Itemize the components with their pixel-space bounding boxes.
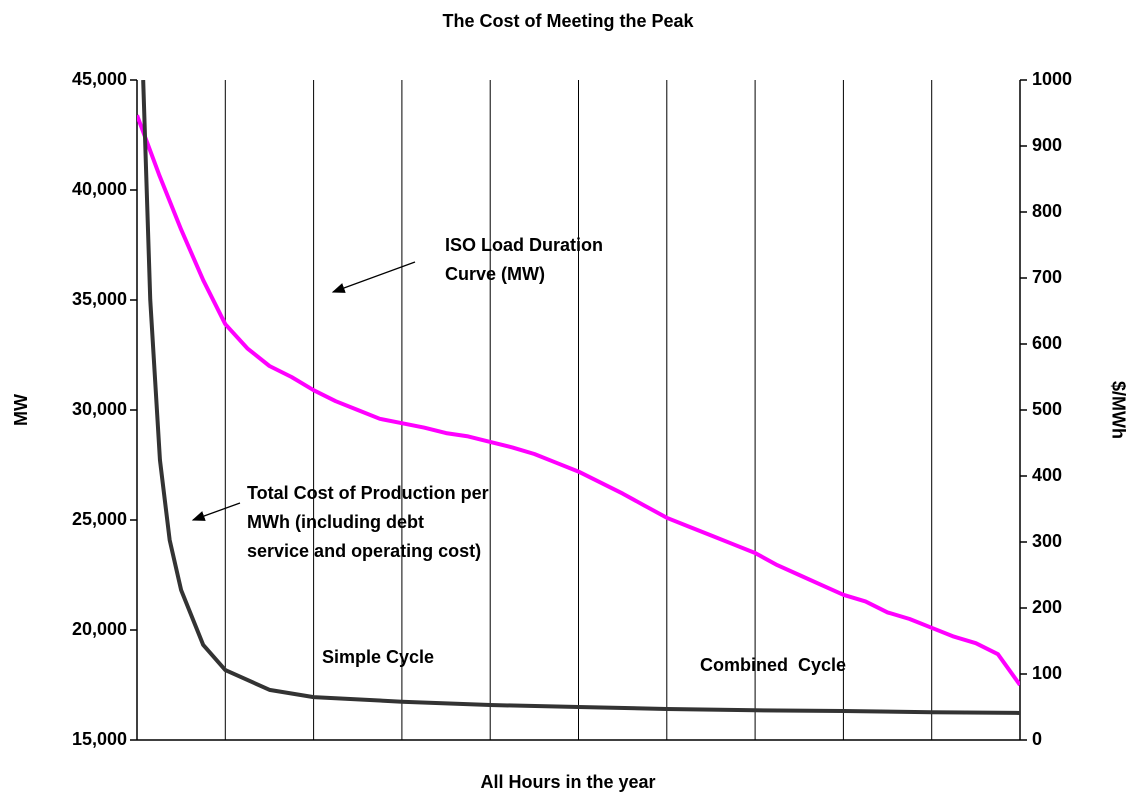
y-tick-label: 35,000 [72,289,127,309]
y-tick-label: 40,000 [72,179,127,199]
plot-area [137,80,1020,715]
y2-tick-label: 600 [1032,333,1062,353]
annotation: Simple Cycle [322,647,434,667]
annotation-arrow [331,261,416,293]
y-axis-label: MW [11,394,31,426]
y2-tick-label: 200 [1032,597,1062,617]
y-tick-label: 20,000 [72,619,127,639]
y2-tick-label: 700 [1032,267,1062,287]
y-tick-label: 15,000 [72,729,127,749]
y2-tick-label: 400 [1032,465,1062,485]
annotation: Total Cost of Production per [247,483,489,503]
annotation-arrow [191,502,241,521]
line-series [137,114,1020,687]
y2-tick-label: 100 [1032,663,1062,683]
y2-tick-label: 500 [1032,399,1062,419]
chart-title: The Cost of Meeting the Peak [442,11,694,31]
y2-tick-label: 900 [1032,135,1062,155]
annotation: Combined Cycle [700,655,846,675]
y2-tick-label: 800 [1032,201,1062,221]
y-tick-label: 30,000 [72,399,127,419]
y2-tick-label: 1000 [1032,69,1072,89]
annotation: ISO Load Duration [445,235,603,255]
line-series [141,80,1020,715]
annotation: service and operating cost) [247,541,481,561]
y2-axis-label: $/MWh [1108,381,1128,439]
y2-tick-label: 0 [1032,729,1042,749]
annotation: MWh (including debt [247,512,424,532]
y-tick-label: 25,000 [72,509,127,529]
x-axis-label: All Hours in the year [480,772,655,792]
annotation: Curve (MW) [445,264,545,284]
y-tick-label: 45,000 [72,69,127,89]
y2-tick-label: 300 [1032,531,1062,551]
